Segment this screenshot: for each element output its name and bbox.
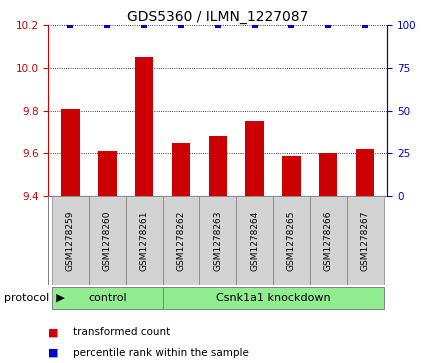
Bar bbox=[273, 196, 310, 285]
Title: GDS5360 / ILMN_1227087: GDS5360 / ILMN_1227087 bbox=[127, 11, 308, 24]
Point bbox=[325, 23, 332, 28]
Bar bbox=[126, 196, 162, 285]
Point bbox=[104, 23, 111, 28]
Bar bbox=[61, 109, 80, 196]
Bar bbox=[347, 196, 384, 285]
Bar bbox=[246, 121, 264, 196]
Text: protocol  ▶: protocol ▶ bbox=[4, 293, 65, 303]
Text: GSM1278267: GSM1278267 bbox=[361, 210, 370, 271]
Text: GSM1278259: GSM1278259 bbox=[66, 210, 75, 271]
Point bbox=[67, 23, 74, 28]
Bar bbox=[319, 154, 337, 196]
Point bbox=[177, 23, 184, 28]
Bar bbox=[98, 151, 117, 196]
Bar bbox=[162, 196, 199, 285]
Bar bbox=[199, 196, 236, 285]
Bar bbox=[236, 196, 273, 285]
Text: percentile rank within the sample: percentile rank within the sample bbox=[73, 348, 249, 358]
Text: ■: ■ bbox=[48, 327, 59, 337]
Bar bbox=[89, 196, 126, 285]
Point bbox=[288, 23, 295, 28]
Text: GSM1278261: GSM1278261 bbox=[139, 210, 149, 271]
Point bbox=[141, 23, 148, 28]
Point bbox=[214, 23, 221, 28]
Bar bbox=[310, 196, 347, 285]
Text: GSM1278260: GSM1278260 bbox=[103, 210, 112, 271]
Point bbox=[362, 23, 369, 28]
Bar bbox=[209, 136, 227, 196]
Bar bbox=[172, 143, 190, 196]
Text: transformed count: transformed count bbox=[73, 327, 170, 337]
Bar bbox=[356, 149, 374, 196]
Bar bbox=[162, 287, 384, 309]
Text: GSM1278262: GSM1278262 bbox=[176, 210, 186, 271]
Bar bbox=[52, 196, 89, 285]
Bar bbox=[52, 287, 162, 309]
Bar bbox=[135, 57, 154, 196]
Text: GSM1278265: GSM1278265 bbox=[287, 210, 296, 271]
Text: GSM1278264: GSM1278264 bbox=[250, 210, 259, 271]
Text: control: control bbox=[88, 293, 127, 303]
Bar bbox=[282, 155, 301, 196]
Text: ■: ■ bbox=[48, 348, 59, 358]
Text: GSM1278266: GSM1278266 bbox=[324, 210, 333, 271]
Point bbox=[251, 23, 258, 28]
Text: Csnk1a1 knockdown: Csnk1a1 knockdown bbox=[216, 293, 330, 303]
Text: GSM1278263: GSM1278263 bbox=[213, 210, 222, 271]
